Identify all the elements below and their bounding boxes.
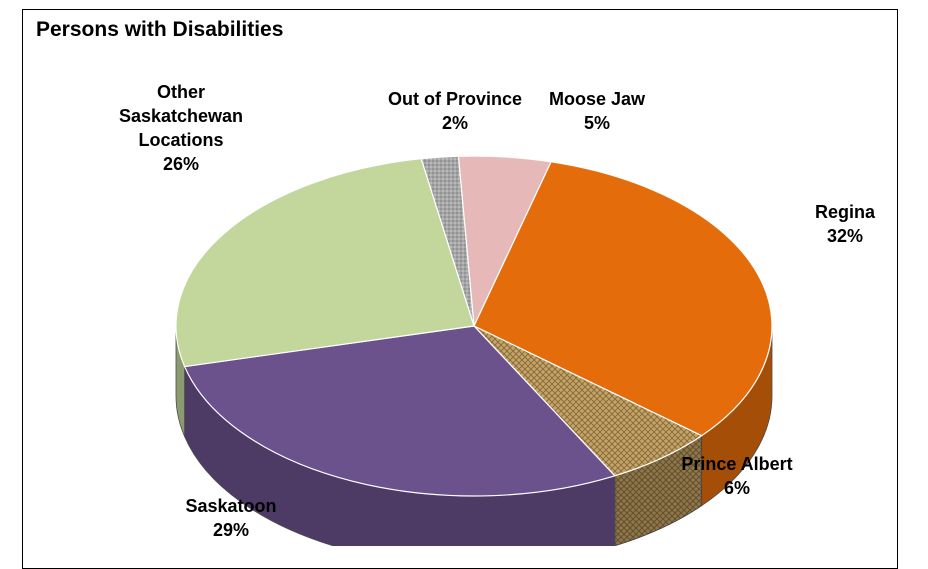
slice-percent: 32% [827,226,863,246]
slice-percent: 5% [584,113,610,133]
slice-label-saskatoon: Saskatoon 29% [185,496,276,540]
slice-label-prince-albert: Prince Albert 6% [681,454,792,498]
slice-label-regina: Regina 32% [815,202,876,246]
slice-other-saskatchewan-locations [175,158,475,368]
slice-label-moose-jaw: Moose Jaw 5% [549,89,646,133]
slice-name-line: Saskatchewan [119,106,243,126]
slice-percent: 2% [442,113,468,133]
slice-name-line: Prince Albert [681,454,792,474]
slice-name-line: Other [157,82,205,102]
pie-sides [175,325,773,546]
slice-name-line: Locations [138,130,223,150]
slice-percent: 26% [163,154,199,174]
pie-labels: Moose Jaw 5% Regina 32% Prince Albert 6% Saska… [119,82,876,540]
slice-percent: 6% [724,478,750,498]
slice-side-shade-prince-albert [614,435,702,546]
slice-name-line: Out of Province [388,89,522,109]
slice-percent: 29% [213,520,249,540]
slice-label-other-saskatchewan-locations: Other Saskatchewan Locations 26% [119,82,243,174]
slice-name-line: Regina [815,202,876,222]
slice-name-line: Saskatoon [185,496,276,516]
pie-chart: Moose Jaw 5% Regina 32% Prince Albert 6% Saska… [119,82,876,546]
slice-saskatoon [183,325,616,497]
slice-label-out-of-province: Out of Province 2% [388,89,522,133]
slice-name-line: Moose Jaw [549,89,646,109]
slice-out-of-province [420,155,475,327]
chart-title: Persons with Disabilities [36,18,284,41]
pie-tops [175,155,773,497]
slice-regina [473,161,773,437]
